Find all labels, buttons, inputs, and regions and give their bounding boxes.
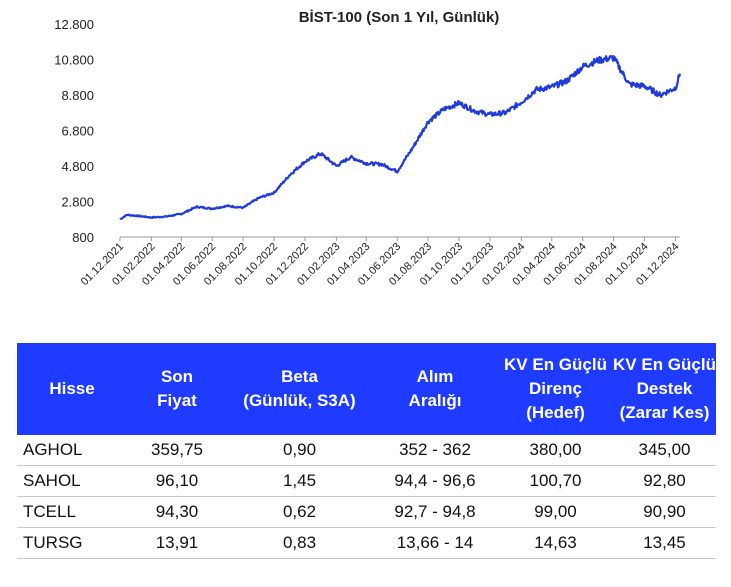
y-tick-label: 12.800 <box>54 17 94 32</box>
table-row: AGHOL 359,75 0,90 352 - 362 380,00 345,0… <box>17 435 716 466</box>
y-tick-label: 8.800 <box>61 88 94 103</box>
cell-destek: 92,80 <box>613 465 716 497</box>
header-hisse: Hisse <box>17 343 127 435</box>
cell-son-fiyat: 96,10 <box>127 465 227 497</box>
cell-direnc: 99,00 <box>498 496 613 528</box>
y-tick-label: 800 <box>72 230 94 245</box>
bist100-series-line <box>119 55 682 221</box>
y-tick-label: 6.800 <box>61 124 94 139</box>
header-beta: Beta (Günlük, S3A) <box>227 343 372 435</box>
table-row: SAHOL 96,10 1,45 94,4 - 96,6 100,70 92,8… <box>17 465 716 497</box>
table-header-row: Hisse Son Fiyat Beta (Günlük, S3A) Alım … <box>17 343 716 435</box>
cell-hisse: AGHOL <box>17 435 127 466</box>
cell-destek: 90,90 <box>613 496 716 528</box>
cell-direnc: 380,00 <box>498 435 613 466</box>
stock-table: Hisse Son Fiyat Beta (Günlük, S3A) Alım … <box>17 343 716 559</box>
cell-destek: 345,00 <box>613 435 716 466</box>
cell-alim-araligi: 352 - 362 <box>372 435 498 466</box>
cell-hisse: SAHOL <box>17 465 127 497</box>
y-tick-label: 2.800 <box>61 195 94 210</box>
chart-title: BİST-100 (Son 1 Yıl, Günlük) <box>299 9 500 26</box>
cell-beta: 0,90 <box>227 435 372 466</box>
cell-son-fiyat: 13,91 <box>127 527 227 559</box>
cell-alim-araligi: 92,7 - 94,8 <box>372 496 498 528</box>
x-axis-ticks: 01.12.202101.02.202201.04.202201.06.2022… <box>79 237 682 288</box>
table-row: TURSG 13,91 0,83 13,66 - 14 14,63 13,45 <box>17 527 716 559</box>
header-direnc: KV En Güçlü Direnç (Hedef) <box>498 343 613 435</box>
cell-destek: 13,45 <box>613 527 716 559</box>
cell-direnc: 100,70 <box>498 465 613 497</box>
chart-svg: BİST-100 (Son 1 Yıl, Günlük) 800 2.800 4.8… <box>54 9 682 288</box>
cell-son-fiyat: 94,30 <box>127 496 227 528</box>
cell-beta: 0,62 <box>227 496 372 528</box>
cell-hisse: TURSG <box>17 527 127 559</box>
cell-son-fiyat: 359,75 <box>127 435 227 466</box>
bist100-chart: BİST-100 (Son 1 Yıl, Günlük) 800 2.800 4.8… <box>54 9 682 288</box>
cell-alim-araligi: 94,4 - 96,6 <box>372 465 498 497</box>
y-tick-label: 10.800 <box>54 53 94 68</box>
cell-beta: 1,45 <box>227 465 372 497</box>
cell-beta: 0,83 <box>227 527 372 559</box>
y-axis-ticks: 800 2.800 4.800 6.800 8.800 10.800 12.800 <box>54 17 94 245</box>
y-tick-label: 4.800 <box>61 159 94 174</box>
header-destek: KV En Güçlü Destek (Zarar Kes) <box>613 343 716 435</box>
header-alim-araligi: Alım Aralığı <box>372 343 498 435</box>
cell-hisse: TCELL <box>17 496 127 528</box>
cell-alim-araligi: 13,66 - 14 <box>372 527 498 559</box>
header-son-fiyat: Son Fiyat <box>127 343 227 435</box>
cell-direnc: 14,63 <box>498 527 613 559</box>
table-row: TCELL 94,30 0,62 92,7 - 94,8 99,00 90,90 <box>17 496 716 528</box>
